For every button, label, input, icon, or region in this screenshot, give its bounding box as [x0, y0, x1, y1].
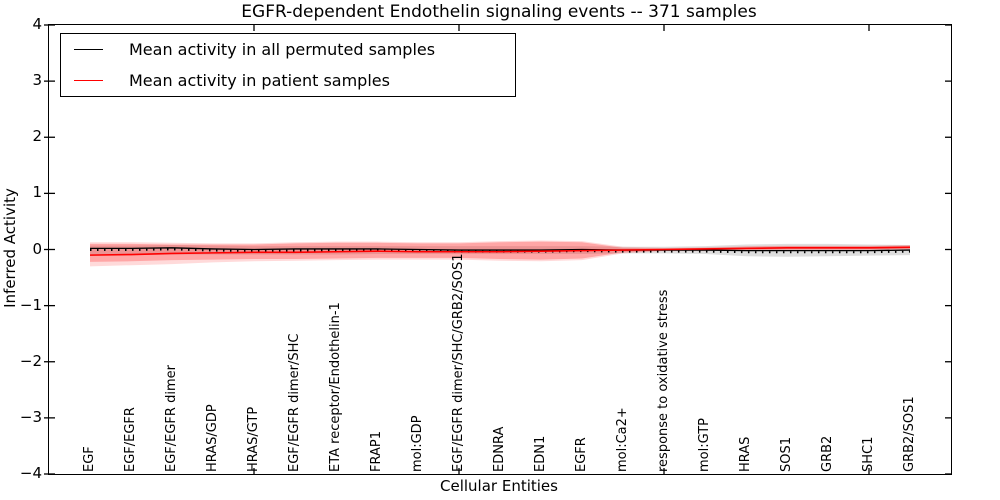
x-tick-label: SHC1 — [861, 436, 876, 472]
y-tick-label: −1 — [19, 295, 42, 314]
x-axis-title: Cellular Entities — [440, 477, 558, 495]
x-tick-label: EDNRA — [492, 426, 507, 472]
y-tick-label: −4 — [19, 464, 42, 482]
y-tick-label: 0 — [32, 239, 42, 258]
plot-canvas — [44, 24, 951, 475]
black-line-swatch-icon — [74, 49, 103, 50]
x-tick-label: EGF/EGFR dimer/SHC — [287, 333, 302, 472]
y-tick-label: 3 — [32, 71, 42, 90]
y-tick-label: 2 — [32, 127, 42, 146]
x-tick-label: SOS1 — [779, 436, 794, 472]
x-tick-label: HRAS/GDP — [205, 404, 220, 472]
x-tick-label: mol:GDP — [410, 415, 425, 472]
x-tick-label: GRB2/SOS1 — [902, 396, 917, 472]
x-tick-label: EGFR — [574, 437, 589, 472]
x-tick-label: ETA receptor/Endothelin-1 — [328, 302, 343, 472]
patient-std-outer-band — [90, 240, 910, 267]
legend-entry-permuted: Mean activity in all permuted samples — [61, 34, 515, 65]
x-tick-label: HRAS — [738, 436, 753, 472]
x-tick-label: EDN1 — [533, 435, 548, 472]
y-tick-label: 4 — [32, 15, 42, 33]
x-tick-label: EGF/EGFR dimer/SHC/GRB2/SOS1 — [451, 253, 466, 473]
y-tick-label: 1 — [32, 183, 42, 202]
chart-title: EGFR-dependent Endothelin signaling even… — [241, 2, 757, 22]
x-tick-label: EGF/EGFR — [123, 407, 138, 472]
x-tick-label: EGF/EGFR dimer — [164, 365, 179, 472]
x-tick-label: EGF — [82, 446, 97, 472]
plot-area: EGF EGF/EGFR EGF/EGFR dimer HRAS/GDP HRAS/GT… — [44, 24, 952, 475]
legend-entry-patient: Mean activity in patient samples — [61, 65, 515, 96]
x-tick-label: response to oxidative stress — [656, 289, 671, 472]
x-tick-label: HRAS/GTP — [246, 406, 261, 472]
x-tick-label: mol:Ca2+ — [615, 407, 630, 472]
x-tick-label: mol:GTP — [697, 418, 712, 472]
y-tick-label: −3 — [19, 407, 42, 426]
y-tick-label: −2 — [19, 351, 42, 370]
x-tick-label: FRAP1 — [369, 431, 384, 472]
legend: Mean activity in all permuted samples Me… — [60, 33, 516, 97]
series-line-0 — [90, 247, 911, 252]
legend-label: Mean activity in patient samples — [129, 71, 390, 90]
series-line-1 — [89, 246, 911, 256]
legend-label: Mean activity in all permuted samples — [129, 40, 436, 59]
red-line-swatch-icon — [74, 80, 103, 81]
x-tick-label: GRB2 — [820, 435, 835, 472]
